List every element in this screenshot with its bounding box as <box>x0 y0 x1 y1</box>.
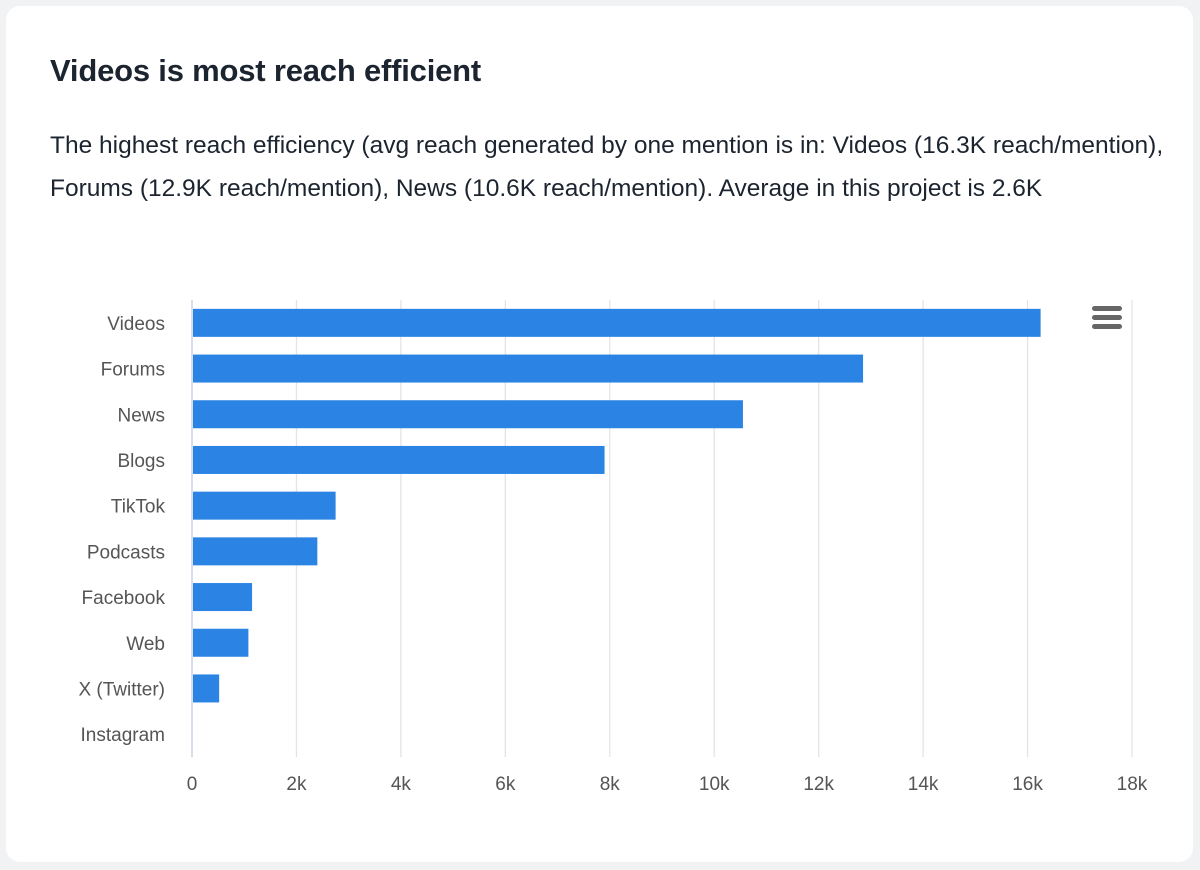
axes: 0 2k 4k 6k 8k 10k 12k 14k 16k 18k Videos Forums News… <box>78 300 1148 795</box>
y-category-label: TikTok <box>111 497 166 518</box>
x-tick-label: 6k <box>495 774 516 795</box>
x-tick-label: 14k <box>908 774 939 795</box>
y-category-label: Instagram <box>81 725 165 746</box>
y-category-label: X (Twitter) <box>78 679 165 700</box>
y-category-label: Forums <box>101 360 165 381</box>
y-category-label: Videos <box>107 314 165 335</box>
chart-card: Videos is most reach efficient The highe… <box>6 6 1193 862</box>
hamburger-menu-icon-line <box>1092 306 1122 311</box>
x-tick-label: 4k <box>391 774 412 795</box>
card-description: The highest reach efficiency (avg reach … <box>50 132 1164 202</box>
hamburger-menu-icon-line <box>1092 315 1122 320</box>
bar-videos[interactable] <box>193 308 1041 337</box>
bar-blogs[interactable] <box>193 445 605 474</box>
card-title: Videos is most reach efficient <box>50 53 482 88</box>
y-category-label: Blogs <box>117 451 165 472</box>
hamburger-menu-icon-line <box>1092 324 1122 329</box>
x-tick-label: 18k <box>1117 774 1148 795</box>
bar-x-twitter[interactable] <box>193 674 220 703</box>
y-category-label: Web <box>126 634 165 655</box>
bar-forums[interactable] <box>193 354 864 383</box>
bar-facebook[interactable] <box>193 583 253 612</box>
x-tick-label: 2k <box>286 774 307 795</box>
bar-tiktok[interactable] <box>193 491 336 520</box>
y-category-label: Facebook <box>82 588 166 609</box>
bar-web[interactable] <box>193 628 249 657</box>
x-tick-label: 10k <box>699 774 730 795</box>
bars <box>193 308 1041 703</box>
chart-menu-button[interactable] <box>1088 300 1126 334</box>
x-tick-label: 0 <box>187 774 198 795</box>
x-tick-label: 8k <box>600 774 621 795</box>
bar-podcasts[interactable] <box>193 537 318 566</box>
x-tick-label: 16k <box>1012 774 1043 795</box>
y-category-label: News <box>117 405 165 426</box>
x-tick-label: 12k <box>803 774 834 795</box>
bar-news[interactable] <box>193 400 743 429</box>
y-category-label: Podcasts <box>87 542 165 563</box>
